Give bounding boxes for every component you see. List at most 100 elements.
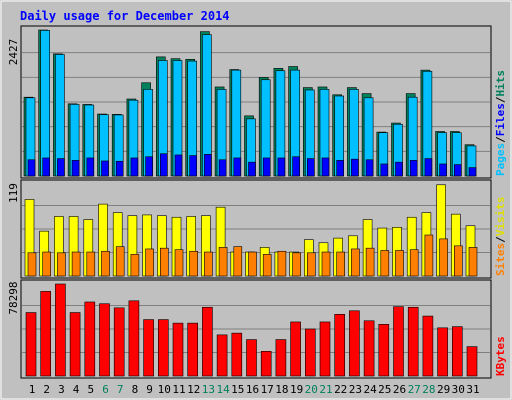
bar-sites-day-12 (189, 250, 198, 277)
bar-sites-day-2 (42, 251, 52, 277)
bar-sites-day-29 (439, 238, 448, 277)
x-tick-label: 11 (172, 383, 185, 396)
bar-sites-day-4 (71, 251, 81, 277)
bar-sites-day-18 (277, 250, 287, 277)
bar-pages-day-23 (351, 158, 359, 177)
hits-ymax-label: 2427 (7, 39, 20, 66)
bar-kbytes-day-5 (84, 301, 96, 377)
x-tick-label: 17 (261, 383, 274, 396)
bar-pages-day-29 (439, 163, 447, 177)
legend-hits: Hits (494, 70, 507, 97)
bar-kbytes-day-17 (260, 351, 272, 377)
bar-sites-day-3 (57, 252, 66, 277)
bar-pages-day-26 (395, 161, 403, 177)
x-tick-label: 28 (422, 383, 435, 396)
bar-sites-day-24 (365, 247, 375, 277)
bar-pages-day-27 (409, 160, 418, 177)
legend-sep-2: / (494, 96, 507, 103)
x-tick-label: 15 (231, 383, 244, 396)
bar-kbytes-day-21 (319, 321, 331, 377)
bar-kbytes-day-4 (69, 312, 81, 377)
legend-pages: Pages (494, 143, 507, 176)
x-tick-label: 2 (43, 383, 50, 396)
bar-sites-day-22 (336, 251, 346, 277)
bar-sites-day-13 (204, 251, 213, 277)
x-tick-label: 12 (187, 383, 200, 396)
bar-sites-day-8 (130, 254, 140, 277)
bar-pages-day-12 (189, 155, 197, 177)
legend-sites: Sites (494, 243, 507, 276)
bar-pages-day-31 (468, 167, 477, 177)
x-tick-label: 23 (349, 383, 362, 396)
bar-sites-day-1 (27, 252, 37, 277)
bar-pages-day-14 (218, 159, 227, 177)
bar-pages-day-11 (174, 154, 183, 177)
bar-pages-day-21 (321, 157, 330, 177)
bar-sites-day-19 (292, 252, 301, 277)
bar-kbytes-day-16 (246, 339, 257, 377)
bar-sites-day-14 (218, 247, 228, 277)
bar-files-day-2 (40, 30, 51, 177)
bar-pages-day-3 (57, 158, 65, 177)
bar-kbytes-day-26 (393, 306, 404, 377)
bar-pages-day-2 (42, 157, 51, 177)
legend-sep-3: / (494, 236, 507, 243)
bar-kbytes-day-13 (202, 306, 213, 377)
visits-ymax-label: 119 (7, 183, 20, 203)
bar-pages-day-5 (86, 157, 95, 177)
bar-kbytes-day-20 (304, 328, 316, 377)
bar-pages-day-8 (130, 157, 139, 177)
bar-kbytes-day-30 (451, 326, 463, 377)
x-tick-label: 18 (275, 383, 288, 396)
bar-pages-day-6 (101, 160, 109, 177)
bar-files-day-3 (55, 54, 65, 177)
x-tick-label: 22 (334, 383, 347, 396)
bar-kbytes-day-22 (334, 314, 346, 377)
x-tick-label: 30 (452, 383, 465, 396)
bar-pages-day-16 (248, 161, 256, 177)
bar-sites-day-28 (424, 234, 434, 277)
bar-kbytes-day-15 (231, 332, 243, 377)
x-tick-label: 4 (73, 383, 80, 396)
bar-pages-day-24 (365, 159, 374, 177)
bar-pages-day-25 (380, 163, 389, 177)
bar-sites-day-5 (86, 251, 96, 277)
x-tick-label: 26 (393, 383, 406, 396)
bar-kbytes-day-19 (290, 321, 301, 377)
x-tick-label: 25 (378, 383, 391, 396)
x-tick-label: 13 (202, 383, 215, 396)
bar-kbytes-day-2 (40, 291, 52, 377)
x-tick-label: 5 (87, 383, 94, 396)
kbytes-legend: KBytes (494, 336, 507, 376)
kbytes-ymax-label: 78298 (7, 281, 20, 314)
bar-kbytes-day-7 (113, 307, 125, 377)
bar-kbytes-day-25 (378, 324, 390, 377)
bar-kbytes-day-1 (25, 312, 37, 377)
x-tick-label: 3 (58, 383, 65, 396)
x-tick-label: 27 (408, 383, 421, 396)
x-tick-label: 9 (146, 383, 153, 396)
bar-kbytes-day-28 (422, 315, 434, 377)
chart-title: Daily usage for December 2014 (20, 9, 230, 23)
legend-visits: Visits (494, 197, 507, 237)
bar-sites-day-15 (233, 246, 243, 277)
bar-pages-day-30 (453, 164, 462, 177)
x-tick-label: 10 (158, 383, 171, 396)
bar-kbytes-day-6 (99, 303, 110, 377)
bar-kbytes-day-31 (466, 346, 478, 377)
bar-pages-day-18 (277, 157, 286, 177)
bar-kbytes-day-14 (216, 334, 228, 377)
x-tick-label: 19 (290, 383, 303, 396)
bar-kbytes-day-24 (363, 320, 375, 377)
bar-sites-day-7 (115, 246, 125, 277)
x-tick-label: 1 (29, 383, 36, 396)
bar-sites-day-10 (160, 247, 169, 277)
bar-sites-day-26 (395, 250, 404, 277)
x-tick-label: 20 (305, 383, 318, 396)
bar-kbytes-day-29 (437, 327, 448, 377)
visits-legend: Sites/Visits (494, 197, 507, 277)
bar-sites-day-20 (306, 252, 316, 277)
bar-sites-day-6 (101, 250, 110, 277)
x-tick-label: 7 (117, 383, 124, 396)
